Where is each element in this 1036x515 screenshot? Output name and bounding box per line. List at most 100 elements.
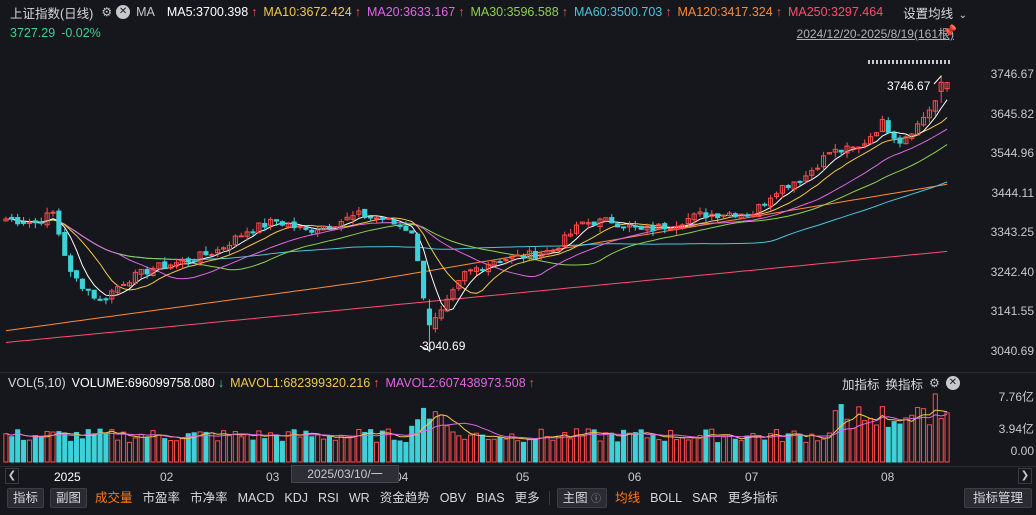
- main-chart-tab[interactable]: 主图 ⓘ: [556, 488, 608, 508]
- period-label: (日线): [60, 6, 94, 21]
- candle-body: [26, 221, 33, 224]
- candle-body: [291, 221, 297, 229]
- candle-body: [509, 255, 515, 259]
- settings-ma-label: 设置均线: [903, 6, 954, 21]
- gear-icon[interactable]: ⚙: [929, 376, 940, 390]
- candle-body: [338, 221, 344, 228]
- volume-tick: 0.00: [1010, 444, 1034, 458]
- candle-body: [738, 213, 744, 219]
- volume-bar: [468, 434, 474, 463]
- main-indicator-tab-1[interactable]: BOLL: [650, 491, 683, 505]
- cursor-date: 2025/03/10/一: [307, 467, 383, 481]
- candle-body: [479, 269, 485, 272]
- indicator-tab-6[interactable]: KDJ: [284, 491, 309, 505]
- main-indicator-tabs: 均线 BOLL SAR 更多指标: [610, 488, 783, 508]
- scroll-left-button[interactable]: ❮: [5, 468, 19, 484]
- volume-bar: [785, 433, 791, 463]
- time-tick: 08: [881, 470, 895, 484]
- candle-body: [121, 283, 127, 286]
- volume-bar: [768, 433, 774, 463]
- candle-body: [491, 260, 497, 266]
- indicator-tab-4[interactable]: 市净率: [190, 491, 228, 505]
- indicator-tab-3[interactable]: 市盈率: [142, 491, 181, 505]
- candle-body: [926, 109, 932, 119]
- indicator-tab-9[interactable]: 资金趋势: [379, 491, 430, 505]
- volume-bar: [91, 433, 97, 463]
- indicator-tab-8[interactable]: WR: [348, 491, 370, 505]
- scroll-right-button[interactable]: ❯: [1018, 468, 1032, 484]
- help-icon: ⓘ: [591, 494, 602, 505]
- volume-chart[interactable]: [0, 392, 960, 464]
- volume-bar: [497, 437, 503, 463]
- price-tick: 3645.82: [990, 106, 1034, 121]
- candlestick-chart[interactable]: 3746.67 3040.69: [0, 52, 960, 362]
- candle-body: [432, 317, 438, 330]
- volume-bar: [762, 439, 768, 463]
- indicator-tab-7[interactable]: RSI: [318, 491, 339, 505]
- switch-indicator-button[interactable]: 换指标: [885, 377, 924, 392]
- candle-body: [415, 233, 421, 262]
- high-label: 3746.67: [887, 79, 931, 93]
- volume-bar: [326, 435, 333, 463]
- close-icon[interactable]: ✕: [945, 376, 960, 390]
- candle-body: [768, 197, 774, 207]
- volume-bar: [720, 436, 727, 463]
- candle-body: [379, 217, 385, 220]
- volume-bar: [244, 434, 250, 463]
- settings-ma-button[interactable]: 设置均线 ⌄: [903, 3, 973, 22]
- candle-body: [203, 251, 209, 256]
- add-indicator-button[interactable]: 加指标: [842, 377, 880, 392]
- candle-body: [638, 225, 644, 230]
- volume-bar: [703, 429, 709, 463]
- main-chart-label: 主图: [562, 491, 588, 505]
- indicator-management-button[interactable]: 指标管理: [963, 488, 1032, 508]
- volume-bar: [115, 439, 121, 463]
- volume-bar: [920, 408, 927, 463]
- volume-bar: [579, 435, 585, 463]
- indicator-tab-10[interactable]: OBV: [439, 491, 467, 505]
- time-tick: 06: [628, 470, 642, 484]
- indicator-tab-12[interactable]: 更多: [514, 491, 540, 505]
- volume-bar: [173, 440, 180, 463]
- ma-arrow-4: ↑: [665, 5, 672, 19]
- volume-bar: [438, 414, 444, 463]
- candle-body: [750, 214, 756, 218]
- candle-body: [697, 211, 703, 215]
- volume-bar: [456, 435, 462, 463]
- volume-bar: [144, 437, 150, 463]
- main-indicator-tab-3[interactable]: 更多指标: [727, 491, 778, 505]
- volume-bar: [797, 433, 803, 463]
- time-tick: 05: [516, 470, 530, 484]
- candle-body: [373, 217, 380, 220]
- indicator-tab-1[interactable]: 副图: [50, 488, 88, 508]
- price-tick: 3242.40: [990, 264, 1034, 279]
- main-indicator-tab-0[interactable]: 均线: [615, 491, 641, 505]
- candle-body: [597, 218, 603, 227]
- indicator-tab-2[interactable]: 成交量: [95, 491, 133, 505]
- candle-body: [850, 146, 856, 149]
- ma20-line: [5, 128, 948, 280]
- gear-icon[interactable]: ⚙: [101, 5, 113, 19]
- volume-bar: [21, 439, 27, 463]
- pin-icon[interactable]: 📌: [942, 24, 957, 38]
- main-indicator-tab-2[interactable]: SAR: [692, 491, 718, 505]
- volume-bar: [44, 430, 50, 463]
- candle-body: [826, 152, 832, 155]
- candle-body: [297, 225, 303, 228]
- indicator-tab-11[interactable]: BIAS: [476, 491, 505, 505]
- volume-bar: [538, 428, 544, 463]
- candle-body: [250, 231, 256, 234]
- volume-bar: [168, 440, 174, 463]
- indicator-tab-5[interactable]: MACD: [237, 491, 275, 505]
- candle-body: [368, 216, 374, 219]
- volume-bar: [191, 432, 197, 463]
- date-range: 2024/12/20-2025/8/19(161根): [797, 25, 954, 42]
- indicator-tab-0[interactable]: 指标: [7, 488, 45, 508]
- volume-bar: [279, 440, 285, 463]
- close-icon[interactable]: ✕: [116, 5, 131, 19]
- ma5-line: [5, 99, 948, 312]
- candle-body: [791, 181, 797, 190]
- candle-body: [209, 254, 215, 257]
- volume-bar: [632, 432, 638, 463]
